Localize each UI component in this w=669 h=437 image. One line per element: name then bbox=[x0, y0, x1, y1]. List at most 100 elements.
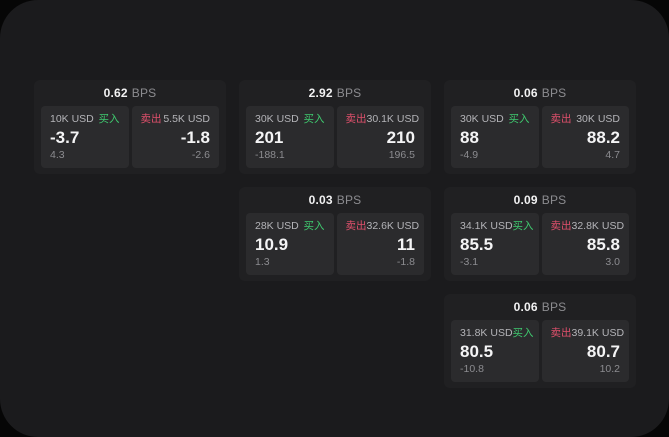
buy-price: 85.5 bbox=[460, 235, 494, 254]
buy-price: -3.7 bbox=[50, 128, 80, 147]
buy-tile[interactable]: 31.8K USD 买入 80.5 -10.8 bbox=[451, 320, 539, 382]
sell-tile-top: 卖出 5.5K USD bbox=[141, 113, 211, 126]
buy-tile[interactable]: 30K USD 买入 201 -188.1 bbox=[246, 106, 334, 168]
bps-header: 0.06 BPS bbox=[451, 80, 629, 106]
buy-side-label: 买入 bbox=[303, 113, 325, 125]
spread-card: 0.09 BPS 34.1K USD 买入 85.5 -3.1 卖出 32.8K… bbox=[444, 187, 636, 281]
buy-price: 201 bbox=[255, 128, 284, 147]
sell-amount: 30.1K USD bbox=[366, 113, 420, 125]
bps-value: 0.03 bbox=[308, 193, 333, 207]
sell-side-label: 卖出 bbox=[550, 220, 572, 232]
buy-change: -188.1 bbox=[255, 149, 285, 161]
sell-tile[interactable]: 卖出 30K USD 88.2 4.7 bbox=[541, 106, 629, 168]
sell-tile-top: 卖出 32.6K USD bbox=[345, 220, 420, 233]
buy-tile[interactable]: 34.1K USD 买入 85.5 -3.1 bbox=[451, 213, 539, 275]
buy-amount: 30K USD bbox=[460, 113, 504, 125]
buy-side-label: 买入 bbox=[303, 220, 325, 232]
quote-body: 30K USD 买入 88 -4.9 卖出 30K USD 88.2 4.7 bbox=[451, 106, 629, 168]
buy-change: -3.1 bbox=[460, 256, 479, 268]
buy-side-label: 买入 bbox=[98, 113, 120, 125]
sell-change: 4.7 bbox=[605, 149, 620, 161]
sell-amount: 32.8K USD bbox=[571, 220, 625, 232]
sell-side-label: 卖出 bbox=[550, 113, 572, 125]
sell-price: 11 bbox=[397, 235, 415, 254]
sell-side-label: 卖出 bbox=[550, 327, 572, 339]
sell-tile-top: 卖出 32.8K USD bbox=[550, 220, 625, 233]
spread-card: 0.06 BPS 31.8K USD 买入 80.5 -10.8 卖出 39.1… bbox=[444, 294, 636, 388]
buy-price: 88 bbox=[460, 128, 479, 147]
sell-tile[interactable]: 卖出 32.8K USD 85.8 3.0 bbox=[541, 213, 629, 275]
bps-header: 2.92 BPS bbox=[246, 80, 424, 106]
spread-card: 2.92 BPS 30K USD 买入 201 -188.1 卖出 30.1K … bbox=[239, 80, 431, 174]
sell-tile[interactable]: 卖出 30.1K USD 210 196.5 bbox=[336, 106, 424, 168]
sell-side-label: 卖出 bbox=[345, 113, 367, 125]
buy-tile-top: 28K USD 买入 bbox=[255, 220, 325, 233]
buy-tile[interactable]: 10K USD 买入 -3.7 4.3 bbox=[41, 106, 129, 168]
sell-price: -1.8 bbox=[180, 128, 210, 147]
bps-value: 2.92 bbox=[308, 86, 333, 100]
spread-card: 0.06 BPS 30K USD 买入 88 -4.9 卖出 30K USD bbox=[444, 80, 636, 174]
sell-tile-top: 卖出 39.1K USD bbox=[550, 327, 625, 340]
sell-tile-top: 卖出 30K USD bbox=[551, 113, 621, 126]
bps-value: 0.09 bbox=[513, 193, 538, 207]
buy-price: 10.9 bbox=[255, 235, 289, 254]
buy-tile[interactable]: 30K USD 买入 88 -4.9 bbox=[451, 106, 539, 168]
buy-amount: 10K USD bbox=[50, 113, 94, 125]
buy-tile-top: 31.8K USD 买入 bbox=[460, 327, 534, 340]
spread-card: 0.03 BPS 28K USD 买入 10.9 1.3 卖出 32.6K US… bbox=[239, 187, 431, 281]
sell-amount: 30K USD bbox=[576, 113, 620, 125]
buy-amount: 34.1K USD bbox=[460, 220, 513, 232]
sell-tile-top: 卖出 30.1K USD bbox=[345, 113, 420, 126]
bps-unit: BPS bbox=[336, 86, 362, 100]
sell-amount: 39.1K USD bbox=[571, 327, 625, 339]
bps-header: 0.09 BPS bbox=[451, 187, 629, 213]
buy-side-label: 买入 bbox=[512, 327, 534, 339]
buy-amount: 28K USD bbox=[255, 220, 299, 232]
bps-unit: BPS bbox=[541, 300, 567, 314]
bps-unit: BPS bbox=[541, 86, 567, 100]
sell-change: -2.6 bbox=[191, 149, 210, 161]
bps-header: 0.62 BPS bbox=[41, 80, 219, 106]
bps-value: 0.06 bbox=[513, 86, 538, 100]
bps-unit: BPS bbox=[336, 193, 362, 207]
sell-side-label: 卖出 bbox=[345, 220, 367, 232]
sell-change: 10.2 bbox=[599, 363, 620, 375]
buy-change: -4.9 bbox=[460, 149, 479, 161]
bps-value: 0.06 bbox=[513, 300, 538, 314]
buy-amount: 31.8K USD bbox=[460, 327, 513, 339]
buy-amount: 30K USD bbox=[255, 113, 299, 125]
sell-tile[interactable]: 卖出 39.1K USD 80.7 10.2 bbox=[541, 320, 629, 382]
buy-side-label: 买入 bbox=[512, 220, 534, 232]
buy-change: 4.3 bbox=[50, 149, 65, 161]
quote-body: 28K USD 买入 10.9 1.3 卖出 32.6K USD 11 -1.8 bbox=[246, 213, 424, 275]
quote-body: 30K USD 买入 201 -188.1 卖出 30.1K USD 210 1… bbox=[246, 106, 424, 168]
buy-tile-top: 30K USD 买入 bbox=[460, 113, 530, 126]
buy-side-label: 买入 bbox=[508, 113, 530, 125]
bps-header: 0.03 BPS bbox=[246, 187, 424, 213]
sell-change: 3.0 bbox=[605, 256, 620, 268]
buy-tile[interactable]: 28K USD 买入 10.9 1.3 bbox=[246, 213, 334, 275]
buy-tile-top: 34.1K USD 买入 bbox=[460, 220, 534, 233]
buy-change: -10.8 bbox=[460, 363, 484, 375]
buy-change: 1.3 bbox=[255, 256, 270, 268]
quote-body: 34.1K USD 买入 85.5 -3.1 卖出 32.8K USD 85.8… bbox=[451, 213, 629, 275]
sell-amount: 32.6K USD bbox=[366, 220, 420, 232]
buy-price: 80.5 bbox=[460, 342, 494, 361]
sell-price: 85.8 bbox=[586, 235, 620, 254]
buy-tile-top: 10K USD 买入 bbox=[50, 113, 120, 126]
quote-body: 10K USD 买入 -3.7 4.3 卖出 5.5K USD -1.8 -2.… bbox=[41, 106, 219, 168]
sell-tile[interactable]: 卖出 5.5K USD -1.8 -2.6 bbox=[131, 106, 219, 168]
sell-price: 210 bbox=[386, 128, 415, 147]
bps-unit: BPS bbox=[541, 193, 567, 207]
sell-tile[interactable]: 卖出 32.6K USD 11 -1.8 bbox=[336, 213, 424, 275]
bps-value: 0.62 bbox=[103, 86, 128, 100]
sell-price: 88.2 bbox=[586, 128, 620, 147]
sell-change: 196.5 bbox=[388, 149, 415, 161]
spread-card: 0.62 BPS 10K USD 买入 -3.7 4.3 卖出 5.5K USD bbox=[34, 80, 226, 174]
quote-body: 31.8K USD 买入 80.5 -10.8 卖出 39.1K USD 80.… bbox=[451, 320, 629, 382]
bps-unit: BPS bbox=[131, 86, 157, 100]
buy-tile-top: 30K USD 买入 bbox=[255, 113, 325, 126]
bps-header: 0.06 BPS bbox=[451, 294, 629, 320]
